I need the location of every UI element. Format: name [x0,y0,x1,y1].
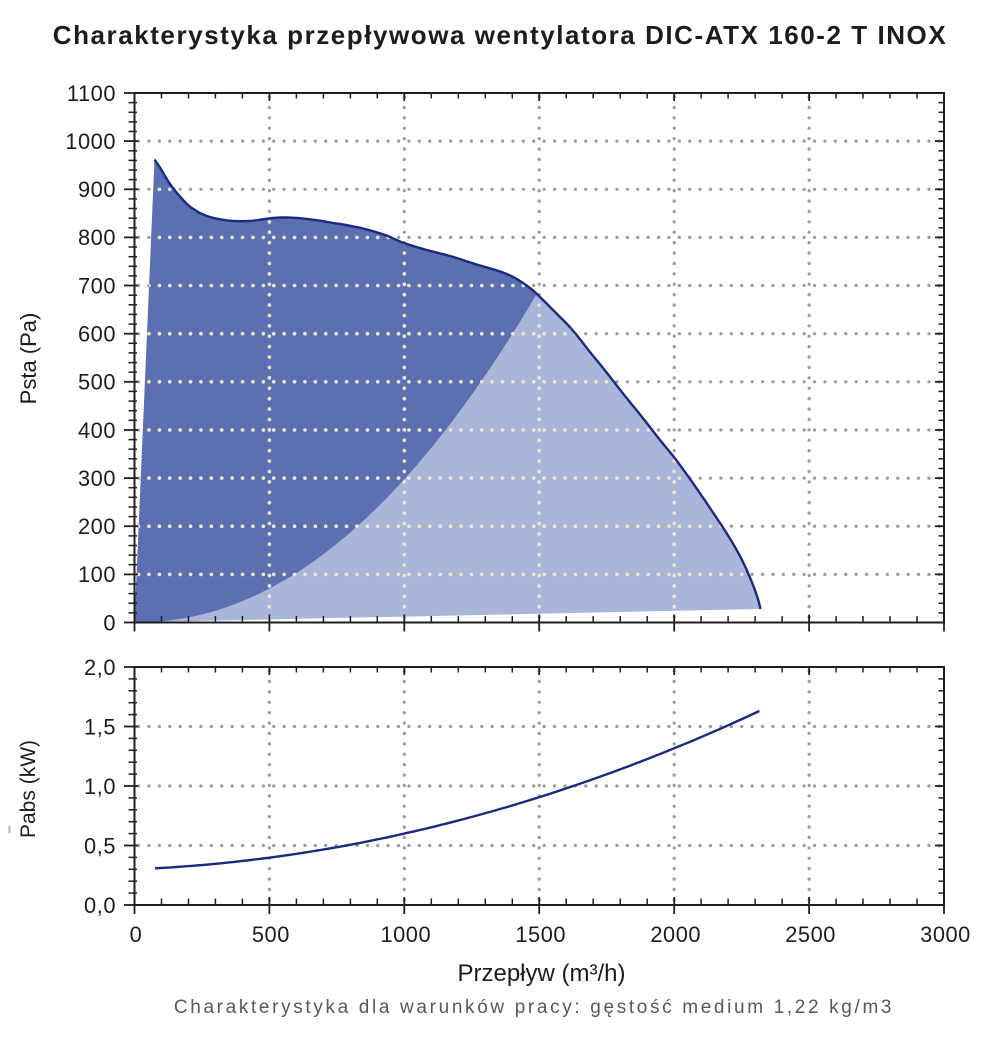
svg-text:0,0: 0,0 [84,893,116,918]
svg-text:400: 400 [78,418,116,443]
svg-text:100: 100 [78,562,116,587]
svg-text:2000: 2000 [650,922,701,947]
svg-text:600: 600 [78,322,116,347]
svg-text:0,5: 0,5 [84,833,116,858]
svg-text:2500: 2500 [785,922,836,947]
svg-text:800: 800 [78,225,116,250]
svg-text:Psta (Pa): Psta (Pa) [16,313,41,405]
svg-text:1000: 1000 [65,129,116,154]
svg-text:Charakterystyka przepływowa we: Charakterystyka przepływowa wentylatora … [53,20,947,50]
svg-text:Przepływ (m³/h): Przepływ (m³/h) [457,960,625,987]
svg-text:700: 700 [78,273,116,298]
svg-text:Charakterystyka dla warunków p: Charakterystyka dla warunków pracy: gęst… [174,997,894,1018]
svg-text:200: 200 [78,514,116,539]
svg-text:500: 500 [252,922,290,947]
svg-text:1500: 1500 [515,922,566,947]
svg-text:300: 300 [78,466,116,491]
svg-text:0: 0 [130,922,143,947]
svg-text:Pabs (kW): Pabs (kW) [17,740,40,838]
svg-text:1,0: 1,0 [84,774,116,799]
svg-text:1100: 1100 [67,81,116,106]
svg-text:3000: 3000 [920,922,971,947]
svg-text:1000: 1000 [380,922,431,947]
svg-text:1,5: 1,5 [84,714,116,739]
svg-text:900: 900 [78,177,116,202]
svg-text:0: 0 [103,610,116,635]
svg-text:500: 500 [78,370,116,395]
svg-text:2,0: 2,0 [84,655,116,680]
